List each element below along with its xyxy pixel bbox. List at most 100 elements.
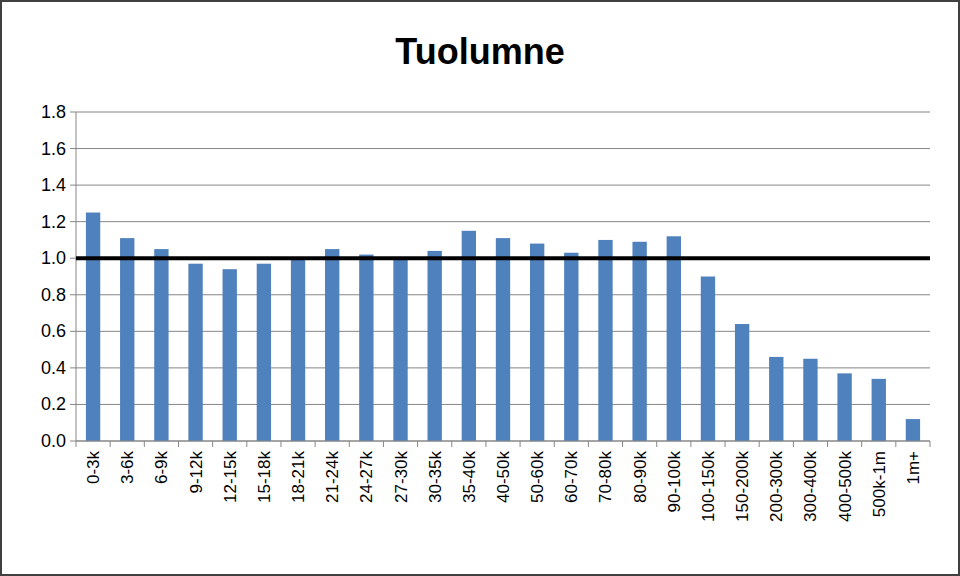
x-tick-label: 50-60k [528,451,547,503]
grid-line [70,148,930,149]
x-tick-label: 18-21k [289,451,308,503]
bar [667,236,681,441]
grid-line [70,185,930,186]
bar [530,244,544,441]
x-tick-mark [315,441,316,447]
grid-line [70,221,930,222]
x-tick-label: 3-6k [118,451,137,485]
x-tick-label: 12-15k [221,451,240,503]
x-tick-mark [383,441,384,447]
x-tick-label: 500k-1m [870,451,889,517]
x-tick-mark [246,441,247,447]
reference-line [76,256,930,260]
x-tick-mark [622,441,623,447]
y-tick-label: 0.8 [41,285,66,305]
x-axis: 0-3k 3-6k 6-9k 9-12k 12-15k 15-18k 18-21k 21-24… [76,441,930,522]
x-tick-mark [520,441,521,447]
y-tick-label: 1.2 [41,212,66,232]
y-axis: 0.0 0.2 0.4 0.6 0.8 1.0 1.2 1.4 1.6 1.8 [41,102,930,451]
bars [86,213,920,441]
x-tick-label: 400-500k [836,451,855,522]
y-tick-label: 1.8 [41,102,66,122]
x-tick-label: 300-400k [801,451,820,522]
x-axis-line [76,441,930,442]
x-tick-label: 200-300k [767,451,786,522]
grid-line [70,258,930,259]
x-tick-mark [144,441,145,447]
bar [154,249,168,441]
x-tick-mark [656,441,657,447]
bar [223,269,237,441]
bar [325,249,339,441]
bar [564,253,578,441]
bar [359,255,373,441]
x-tick-mark [451,441,452,447]
x-tick-label: 150-200k [733,451,752,522]
x-tick-label: 60-70k [562,451,581,503]
x-tick-mark [725,441,726,447]
x-tick-label: 80-90k [631,451,650,503]
x-tick-label: 24-27k [357,451,376,503]
x-tick-mark [930,441,931,447]
x-tick-mark [554,441,555,447]
x-tick-label: 6-9k [152,451,171,485]
x-tick-mark [280,441,281,447]
bar [393,258,407,441]
x-tick-mark [110,441,111,447]
bar [598,240,612,441]
y-tick-label: 0.2 [41,394,66,414]
x-tick-label: 0-3k [84,451,103,485]
x-tick-mark [861,441,862,447]
x-tick-mark [178,441,179,447]
x-tick-label: 100-150k [699,451,718,522]
x-tick-mark [895,441,896,447]
grid-line [70,112,930,113]
bar [837,373,851,441]
bar [120,238,134,441]
x-tick-label: 9-12k [187,451,206,494]
x-tick-mark [759,441,760,447]
y-axis-line [76,112,77,441]
y-tick-label: 1.6 [41,139,66,159]
x-tick-mark [76,441,77,447]
bar [803,359,817,441]
bar [701,277,715,442]
y-tick-label: 0.0 [41,431,66,451]
title: Tuolumne [395,31,564,72]
bar [291,258,305,441]
bar [496,238,510,441]
bar [86,213,100,441]
bar [428,251,442,441]
x-tick-mark [690,441,691,447]
y-tick-label: 0.4 [41,358,66,378]
x-tick-mark [588,441,589,447]
x-tick-label: 15-18k [255,451,274,503]
bar [632,242,646,441]
x-tick-label: 40-50k [494,451,513,503]
x-tick-mark [485,441,486,447]
x-tick-mark [417,441,418,447]
chart-root: Tuolumne 0.0 0.2 0.4 0.6 0.8 1.0 1.2 1.4 1.6 1.8 0-… [0,0,960,576]
x-tick-mark [827,441,828,447]
chart: Tuolumne 0.0 0.2 0.4 0.6 0.8 1.0 1.2 1.4 1.6 1.8 0-… [0,0,960,576]
bar [462,231,476,441]
x-tick-label: 21-24k [323,451,342,503]
bar [257,264,271,441]
y-tick-label: 1.0 [41,248,66,268]
bar [769,357,783,441]
x-tick-label: 1m+ [904,451,923,485]
chart-border [1,1,959,575]
grid-line [70,441,930,442]
bar [735,324,749,441]
y-tick-label: 1.4 [41,175,66,195]
x-tick-label: 35-40k [460,451,479,503]
x-tick-label: 70-80k [596,451,615,503]
x-tick-label: 27-30k [392,451,411,503]
bar [872,379,886,441]
x-tick-label: 90-100k [665,451,684,513]
bar [906,419,920,441]
x-tick-mark [793,441,794,447]
reference [76,258,930,259]
bar [188,264,202,441]
y-tick-label: 0.6 [41,321,66,341]
